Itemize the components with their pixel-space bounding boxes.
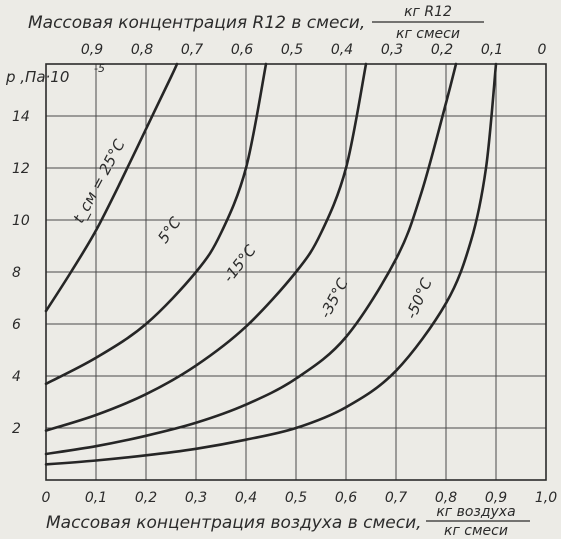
x-axis-label: Массовая концентрация воздуха в смеси,	[46, 513, 422, 533]
xlabel-unit-denominator: кг смеси	[444, 523, 508, 539]
x-tick-label: 0,2	[135, 490, 157, 506]
top-tick-label: 0,6	[231, 42, 253, 58]
y-axis-label: p ,Па·10	[5, 68, 69, 86]
plot-frame	[45, 63, 547, 481]
y-axis-label-exponent: -5	[94, 62, 105, 75]
y-tick-label: 2	[12, 421, 21, 437]
top-tick-label: 0	[538, 42, 547, 58]
series-line-2	[44, 62, 368, 432]
curves	[44, 62, 498, 466]
top-tick-label: 0,4	[331, 42, 353, 58]
x-tick-label: 0,5	[285, 490, 307, 506]
top-tick-labels: 0,9 0,8 0,7 0,6 0,5 0,4 0,3 0,2 0,1 0	[81, 42, 547, 58]
x-tick-label: 0,4	[235, 490, 257, 506]
x-tick-label: 0	[42, 490, 51, 506]
x-tick-label: 1,0	[535, 490, 557, 506]
top-tick-label: 0,1	[481, 42, 503, 58]
top-tick-label: 0,2	[431, 42, 453, 58]
curve-label: -50°C	[402, 275, 436, 322]
y-tick-label: 6	[12, 317, 21, 333]
top-tick-label: 0,7	[181, 42, 203, 58]
series-line-4	[44, 62, 498, 466]
title-unit-denominator: кг смеси	[396, 26, 460, 42]
y-tick-label: 10	[12, 213, 30, 229]
x-tick-label: 0,1	[85, 490, 107, 506]
series-line-3	[44, 62, 458, 456]
y-tick-label: 12	[12, 161, 30, 177]
y-tick-label: 8	[12, 265, 21, 281]
top-tick-label: 0,3	[381, 42, 403, 58]
title-unit-numerator: кг R12	[404, 4, 452, 20]
y-tick-label: 14	[12, 109, 30, 125]
y-tick-label: 4	[12, 369, 21, 385]
y-tick-labels: 2 4 6 8 10 12 14	[12, 109, 30, 437]
curve-label: -15°C	[219, 241, 260, 286]
top-tick-label: 0,5	[281, 42, 303, 58]
x-tick-label: 0,9	[485, 490, 507, 506]
x-tick-label: 0,6	[335, 490, 357, 506]
x-tick-label: 0,7	[385, 490, 407, 506]
top-tick-label: 0,8	[131, 42, 153, 58]
x-tick-label: 0,8	[435, 490, 457, 506]
series-line-0	[44, 62, 179, 313]
x-tick-labels: 0 0,1 0,2 0,3 0,4 0,5 0,6 0,7 0,8 0,9 1,0	[42, 490, 558, 506]
grid	[45, 63, 547, 481]
xlabel-unit-numerator: кг воздуха	[436, 504, 515, 520]
curve-labels: t_см = 25°C5°C-15°C-35°C -50°C	[70, 136, 436, 322]
curve-label: 5°C	[154, 213, 185, 246]
x-tick-label: 0,3	[185, 490, 207, 506]
top-tick-label: 0,9	[81, 42, 103, 58]
series-line-1	[44, 62, 268, 386]
curve-label: -35°C	[316, 275, 352, 321]
chart-title: Массовая концентрация R12 в смеси,	[28, 13, 365, 33]
